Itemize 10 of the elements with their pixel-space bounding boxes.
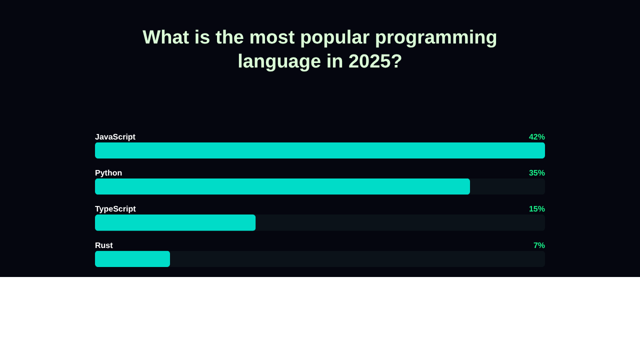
data-label: 7% [533,240,545,250]
bar [95,250,170,267]
chart-title: What is the most popular programming language in 2025? [142,27,498,72]
data-label: 42% [528,132,545,142]
y-tick-label: Python [95,168,122,178]
data-label: 15% [528,204,545,214]
y-tick-label: Rust [95,240,114,250]
y-tick-label: JavaScript [95,132,136,142]
y-tick-label: TypeScript [95,204,136,214]
data-label: 35% [528,168,545,178]
